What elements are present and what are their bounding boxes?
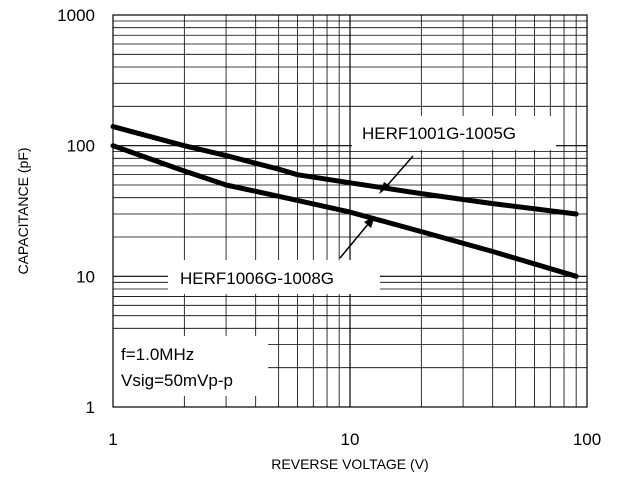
- conditions-box-bg: [110, 336, 268, 396]
- series-2-arrowhead: [364, 216, 375, 228]
- y-axis-title: CAPACITANCE (pF): [15, 147, 31, 274]
- test-conditions-box: f=1.0MHz Vsig=50mVp-p: [110, 336, 268, 396]
- frequency-annotation: f=1.0MHz: [121, 345, 194, 364]
- series-2-label: HERF1006G-1008G: [180, 269, 334, 288]
- x-tick-label: 100: [573, 430, 601, 449]
- series-1-label-box: [352, 116, 556, 150]
- series-2-label-box: [168, 260, 380, 294]
- vsig-annotation: Vsig=50mVp-p: [121, 371, 233, 390]
- series-1-label: HERF1001G-1005G: [362, 124, 516, 143]
- series-1-pointer-line: [384, 155, 414, 189]
- legend-box-series-2: HERF1006G-1008G: [168, 216, 380, 294]
- series-2-pointer-line: [339, 222, 370, 259]
- series-line-2: [110, 143, 579, 279]
- x-axis-title: REVERSE VOLTAGE (V): [271, 456, 428, 472]
- y-tick-labels: 1 10 100 1000: [57, 6, 95, 417]
- series-1-arrowhead: [379, 182, 390, 194]
- y-tick-label: 1: [86, 398, 95, 417]
- x-tick-label: 1: [108, 430, 117, 449]
- y-tick-label: 10: [76, 267, 95, 286]
- x-tick-label: 10: [341, 430, 360, 449]
- series-line-1: [110, 124, 579, 217]
- x-tick-labels: 1 10 100: [108, 430, 601, 449]
- y-tick-label: 100: [67, 137, 95, 156]
- series-layer: [110, 124, 579, 279]
- legend-box-series-1: HERF1001G-1005G: [352, 116, 556, 194]
- plot-frame: [112, 14, 588, 408]
- y-tick-label: 1000: [57, 6, 95, 25]
